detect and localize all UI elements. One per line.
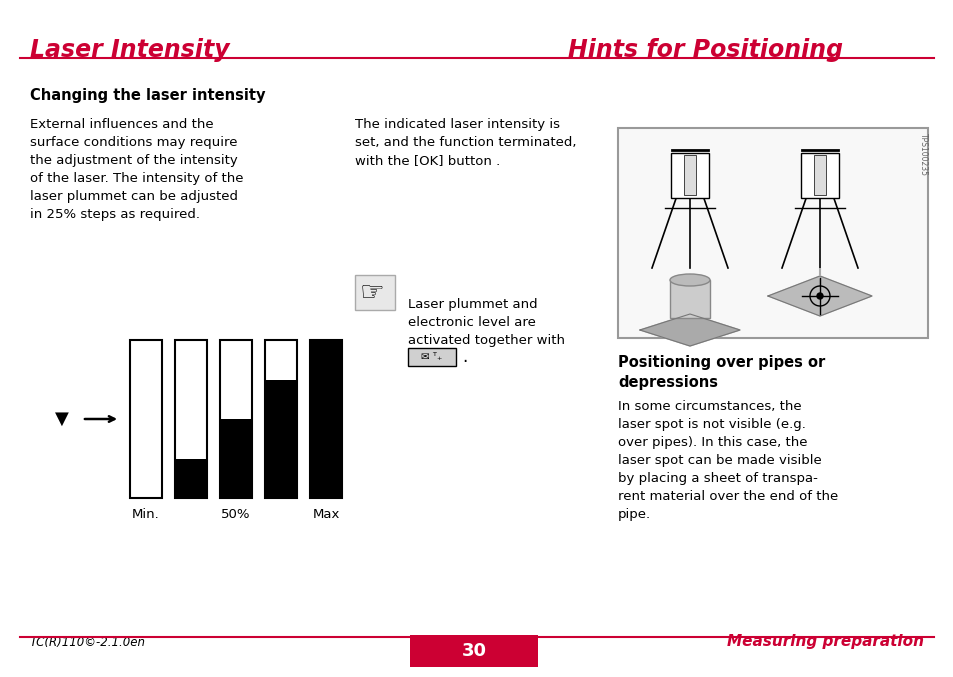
Text: ☞: ☞ [359, 279, 384, 307]
Bar [265, 340, 296, 498]
Bar [220, 340, 252, 498]
Text: Min.: Min. [132, 508, 160, 521]
Text: Positioning over pipes or
depressions: Positioning over pipes or depressions [618, 355, 824, 390]
Polygon shape [767, 276, 871, 316]
Bar [618, 128, 927, 338]
Text: TC(R)110©-2.1.0en: TC(R)110©-2.1.0en [30, 636, 146, 649]
Bar [130, 340, 162, 498]
Text: Measuring preparation: Measuring preparation [726, 634, 923, 649]
Bar [670, 153, 708, 198]
Bar [174, 340, 207, 498]
Text: TPS100235: TPS100235 [918, 133, 926, 176]
Text: Changing the laser intensity: Changing the laser intensity [30, 88, 265, 103]
Bar [220, 419, 252, 498]
Text: 50%: 50% [221, 508, 251, 521]
Text: Laser plummet and
electronic level are
activated together with: Laser plummet and electronic level are a… [408, 298, 564, 347]
Bar [410, 635, 537, 667]
Bar [408, 348, 456, 366]
Bar [669, 280, 709, 318]
Bar [813, 155, 825, 195]
Text: 30: 30 [461, 642, 486, 660]
Text: Hints for Positioning: Hints for Positioning [567, 38, 842, 62]
Polygon shape [639, 314, 740, 346]
Text: In some circumstances, the
laser spot is not visible (e.g.
over pipes). In this : In some circumstances, the laser spot is… [618, 400, 838, 521]
Text: ▼: ▼ [55, 410, 69, 428]
Bar [801, 153, 838, 198]
Text: Laser Intensity: Laser Intensity [30, 38, 230, 62]
Bar [683, 155, 696, 195]
Circle shape [816, 293, 822, 299]
Text: The indicated laser intensity is
set, and the function terminated,
with the [OK]: The indicated laser intensity is set, an… [355, 118, 576, 167]
Bar [355, 275, 395, 310]
Text: Max: Max [312, 508, 339, 521]
Bar [174, 458, 207, 498]
Bar [265, 380, 296, 498]
Bar [310, 340, 341, 498]
Text: External influences and the
surface conditions may require
the adjustment of the: External influences and the surface cond… [30, 118, 243, 221]
Text: ✉ ᵀ₊: ✉ ᵀ₊ [421, 352, 442, 362]
Bar [310, 340, 341, 498]
Ellipse shape [669, 274, 709, 286]
Text: .: . [461, 348, 467, 366]
